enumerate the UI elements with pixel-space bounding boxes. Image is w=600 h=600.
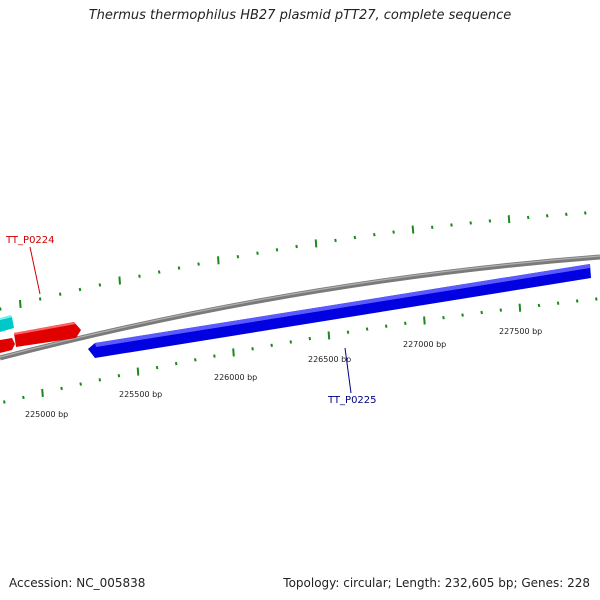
inner-track-tick bbox=[308, 336, 312, 341]
scale-label-226500: 226500 bp bbox=[308, 355, 351, 364]
gene-arrow-tt-p0224-body bbox=[14, 322, 81, 347]
plasmid-backbone-highlight bbox=[0, 255, 600, 358]
outer-track-tick bbox=[197, 262, 200, 266]
gene-arrow-red-fragment[interactable] bbox=[0, 338, 15, 353]
outer-track-tick bbox=[545, 214, 549, 218]
outer-track-tick bbox=[157, 270, 161, 274]
scale-label-225000: 225000 bp bbox=[25, 410, 68, 419]
map-title: Thermus thermophilus HB27 plasmid pTT27,… bbox=[88, 8, 512, 23]
inner-track-tick bbox=[289, 340, 293, 344]
inner-track-tick bbox=[98, 378, 102, 382]
inner-track-tick bbox=[194, 358, 197, 362]
outer-track-tick bbox=[256, 251, 259, 255]
outer-track-tick bbox=[0, 307, 2, 311]
inner-track-tick bbox=[480, 310, 483, 315]
gene-label-tt-p0225[interactable]: TT_P0225 bbox=[327, 395, 377, 406]
outer-track-tick bbox=[217, 256, 220, 265]
gene-arrow-tt-p0225-top bbox=[95, 264, 590, 347]
outer-track-tick bbox=[138, 274, 141, 278]
outer-track-tick bbox=[488, 219, 492, 223]
inner-track-tick bbox=[365, 327, 369, 331]
inner-track-tick bbox=[79, 382, 82, 386]
gene-arrow-tt-p0225[interactable] bbox=[88, 264, 591, 358]
scale-label-227000: 227000 bp bbox=[403, 340, 446, 349]
inner-track-tick bbox=[232, 348, 235, 357]
outer-track-tick bbox=[58, 292, 62, 296]
inner-track-tick bbox=[136, 367, 140, 376]
inner-track-tick bbox=[556, 301, 560, 305]
inner-track-tick bbox=[3, 400, 6, 404]
inner-track-tick bbox=[251, 347, 254, 351]
outer-track-tick bbox=[526, 215, 530, 220]
inner-track-tick bbox=[404, 321, 407, 325]
gene-arrow-cyan-top bbox=[0, 315, 12, 320]
accession-text: Accession: NC_005838 bbox=[9, 576, 146, 590]
inner-track-tick bbox=[575, 299, 579, 303]
outer-track-tick bbox=[373, 233, 376, 237]
inner-track-tick bbox=[60, 386, 63, 391]
inner-track-tick bbox=[537, 303, 541, 308]
inner-track-tick bbox=[518, 303, 522, 312]
gene-label-leader-tt-p0225 bbox=[344, 347, 352, 394]
inner-track-tick bbox=[270, 343, 273, 347]
inner-track-tick bbox=[595, 297, 598, 301]
outer-track-tick bbox=[177, 266, 181, 270]
outer-track-tick bbox=[411, 225, 415, 234]
inner-track-tick bbox=[22, 395, 25, 400]
inner-track-tick bbox=[155, 365, 159, 370]
outer-track-tick bbox=[38, 297, 42, 301]
inner-tick-track bbox=[3, 297, 598, 404]
outer-track-tick bbox=[469, 221, 472, 225]
gene-arrow-cyan-body bbox=[0, 317, 14, 332]
scale-label-225500: 225500 bp bbox=[119, 390, 162, 399]
scale-label-226000: 226000 bp bbox=[214, 373, 257, 382]
outer-tick-track bbox=[0, 211, 587, 311]
gene-arrow-red-fragment-body bbox=[0, 338, 15, 353]
inner-track-tick bbox=[442, 316, 445, 320]
inner-track-tick bbox=[384, 324, 388, 328]
outer-track-tick bbox=[353, 235, 357, 240]
outer-track-tick bbox=[295, 244, 298, 249]
outer-track-tick bbox=[507, 215, 511, 224]
outer-track-tick bbox=[236, 255, 240, 259]
outer-track-tick bbox=[19, 299, 22, 308]
inner-track-tick bbox=[174, 361, 178, 366]
scale-label-227500: 227500 bp bbox=[499, 327, 542, 336]
outer-track-tick bbox=[314, 239, 318, 248]
outer-track-tick bbox=[78, 287, 82, 292]
plasmid-backbone bbox=[0, 254, 600, 361]
gene-arrow-cyan[interactable] bbox=[0, 315, 14, 332]
gene-label-leader-tt-p0224 bbox=[29, 246, 41, 295]
outer-track-tick bbox=[430, 225, 434, 229]
inner-track-tick bbox=[117, 374, 121, 378]
outer-track-tick bbox=[450, 223, 453, 227]
inner-track-tick bbox=[327, 331, 331, 340]
outer-track-tick bbox=[98, 283, 102, 287]
gene-arrow-tt-p0224[interactable] bbox=[14, 322, 81, 347]
outer-track-tick bbox=[275, 248, 279, 252]
outer-track-tick bbox=[118, 276, 121, 285]
gene-label-tt-p0224[interactable]: TT_P0224 bbox=[5, 235, 55, 246]
outer-track-tick bbox=[565, 212, 568, 216]
inner-track-tick bbox=[499, 308, 503, 312]
inner-track-tick bbox=[41, 388, 44, 397]
outer-track-tick bbox=[584, 211, 587, 215]
outer-track-tick bbox=[392, 230, 395, 234]
inner-track-tick bbox=[423, 316, 426, 325]
topology-summary: Topology: circular; Length: 232,605 bp; … bbox=[283, 576, 590, 590]
inner-track-tick bbox=[213, 354, 216, 358]
outer-track-tick bbox=[334, 238, 337, 243]
gene-arrow-tt-p0224-top bbox=[14, 322, 76, 335]
inner-track-tick bbox=[346, 330, 350, 334]
inner-track-tick bbox=[461, 313, 464, 317]
